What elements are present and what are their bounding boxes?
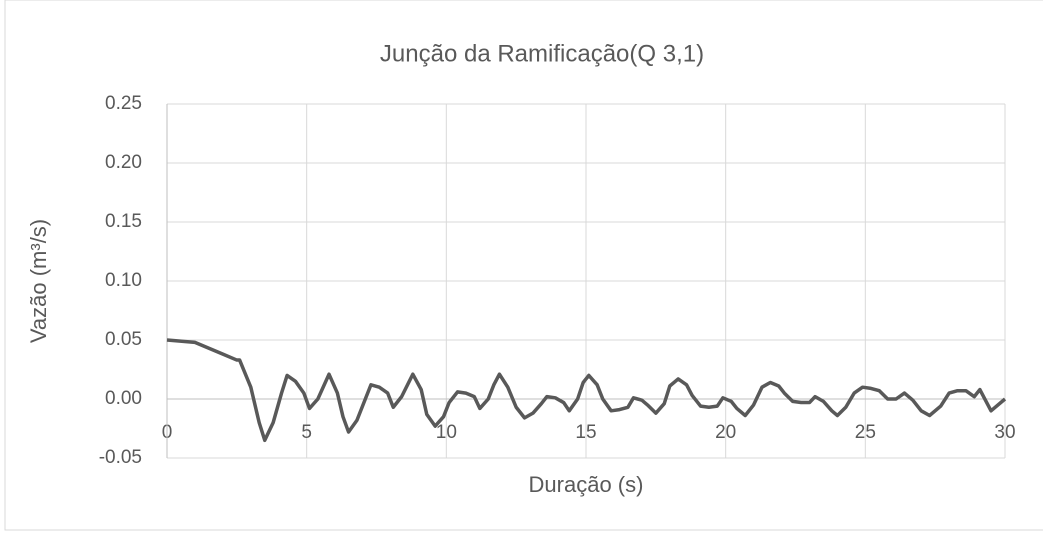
- y-tick-label: 0.20: [105, 152, 142, 173]
- y-axis-label: Vazão (m³/s): [26, 219, 51, 343]
- x-axis-label: Duração (s): [529, 472, 644, 497]
- y-tick-label: 0.25: [105, 93, 142, 114]
- y-tick-label: 0.10: [105, 270, 142, 291]
- y-tick-label: 0.00: [105, 388, 142, 409]
- x-tick-label: 25: [855, 422, 876, 443]
- x-tick-label: 10: [436, 422, 457, 443]
- chart-title: Junção da Ramificação(Q 3,1): [380, 40, 704, 67]
- y-tick-label: -0.05: [99, 447, 142, 468]
- data-line: [166, 338, 1007, 443]
- x-tick-label: 5: [301, 422, 312, 443]
- x-tick-label: 20: [715, 422, 736, 443]
- y-tick-label: 0.15: [105, 211, 142, 232]
- x-tick-label: 15: [575, 422, 596, 443]
- y-tick-label: 0.05: [105, 329, 142, 350]
- x-tick-label: 30: [994, 422, 1015, 443]
- chart-border: [4, 0, 1043, 531]
